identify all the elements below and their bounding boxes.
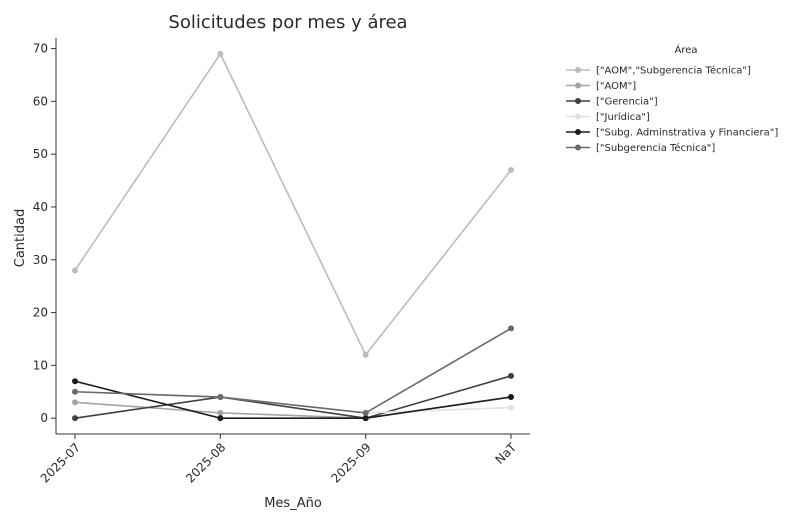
data-point (362, 415, 369, 422)
series-lines (72, 50, 514, 422)
data-point (72, 415, 78, 422)
data-point (508, 404, 514, 411)
data-point (362, 351, 369, 358)
chart-title: Solicitudes por mes y área (168, 12, 407, 33)
data-point (72, 267, 78, 274)
data-point (217, 50, 224, 57)
legend-swatch-marker (575, 144, 581, 151)
data-point (362, 409, 369, 416)
data-point (72, 378, 78, 385)
y-tick-label: 60 (33, 94, 48, 108)
data-point (217, 394, 224, 401)
series-group (72, 378, 514, 422)
y-tick-label: 50 (33, 147, 48, 161)
series-group (72, 50, 514, 358)
data-point (72, 399, 78, 406)
legend-swatch-marker (575, 113, 581, 120)
series-line (74, 380, 512, 419)
x-axis-label: Mes_Año (264, 496, 322, 510)
legend: Área ["AOM","Subgerencia Técnica"] ["AOM"… (566, 43, 778, 154)
y-tick-label: 40 (33, 200, 48, 214)
y-tick-label: 30 (33, 253, 48, 267)
y-tick-label: 70 (33, 42, 48, 56)
legend-swatch-marker (575, 98, 581, 104)
data-point (217, 415, 224, 422)
legend-label: ["AOM","Subgerencia Técnica"] (596, 65, 751, 77)
y-tick-label: 20 (33, 306, 48, 320)
data-point (508, 167, 514, 173)
legend-label: ["Jurídica"] (596, 111, 650, 123)
legend-swatch-marker (575, 82, 581, 89)
series-line (74, 327, 512, 414)
legend-title: Área (674, 43, 697, 56)
x-tick-label: 2025-09 (328, 440, 373, 485)
legend-label: ["AOM"] (596, 81, 636, 92)
x-tick-label: NaT (492, 440, 519, 467)
data-point (217, 409, 224, 416)
x-tick-label: 2025-08 (183, 440, 228, 485)
data-point (508, 325, 514, 332)
legend-label: ["Subgerencia Técnica"] (596, 142, 715, 154)
y-tick-label: 10 (33, 358, 48, 372)
x-tick-label: 2025-07 (38, 440, 83, 485)
legend-label: ["Gerencia"] (596, 97, 658, 108)
series-line (74, 52, 512, 357)
series-group (72, 325, 514, 416)
y-tick-label: 0 (40, 411, 48, 425)
data-point (508, 372, 514, 379)
data-point (508, 394, 514, 401)
y-axis-label: Cantidad (13, 209, 28, 267)
data-point (72, 388, 78, 395)
legend-swatch-marker (575, 129, 581, 135)
series-group (72, 388, 514, 416)
legend-label: ["Subg. Adminstrativa y Financiera"] (596, 128, 778, 139)
legend-swatch-marker (575, 67, 581, 73)
series-line (74, 375, 512, 419)
